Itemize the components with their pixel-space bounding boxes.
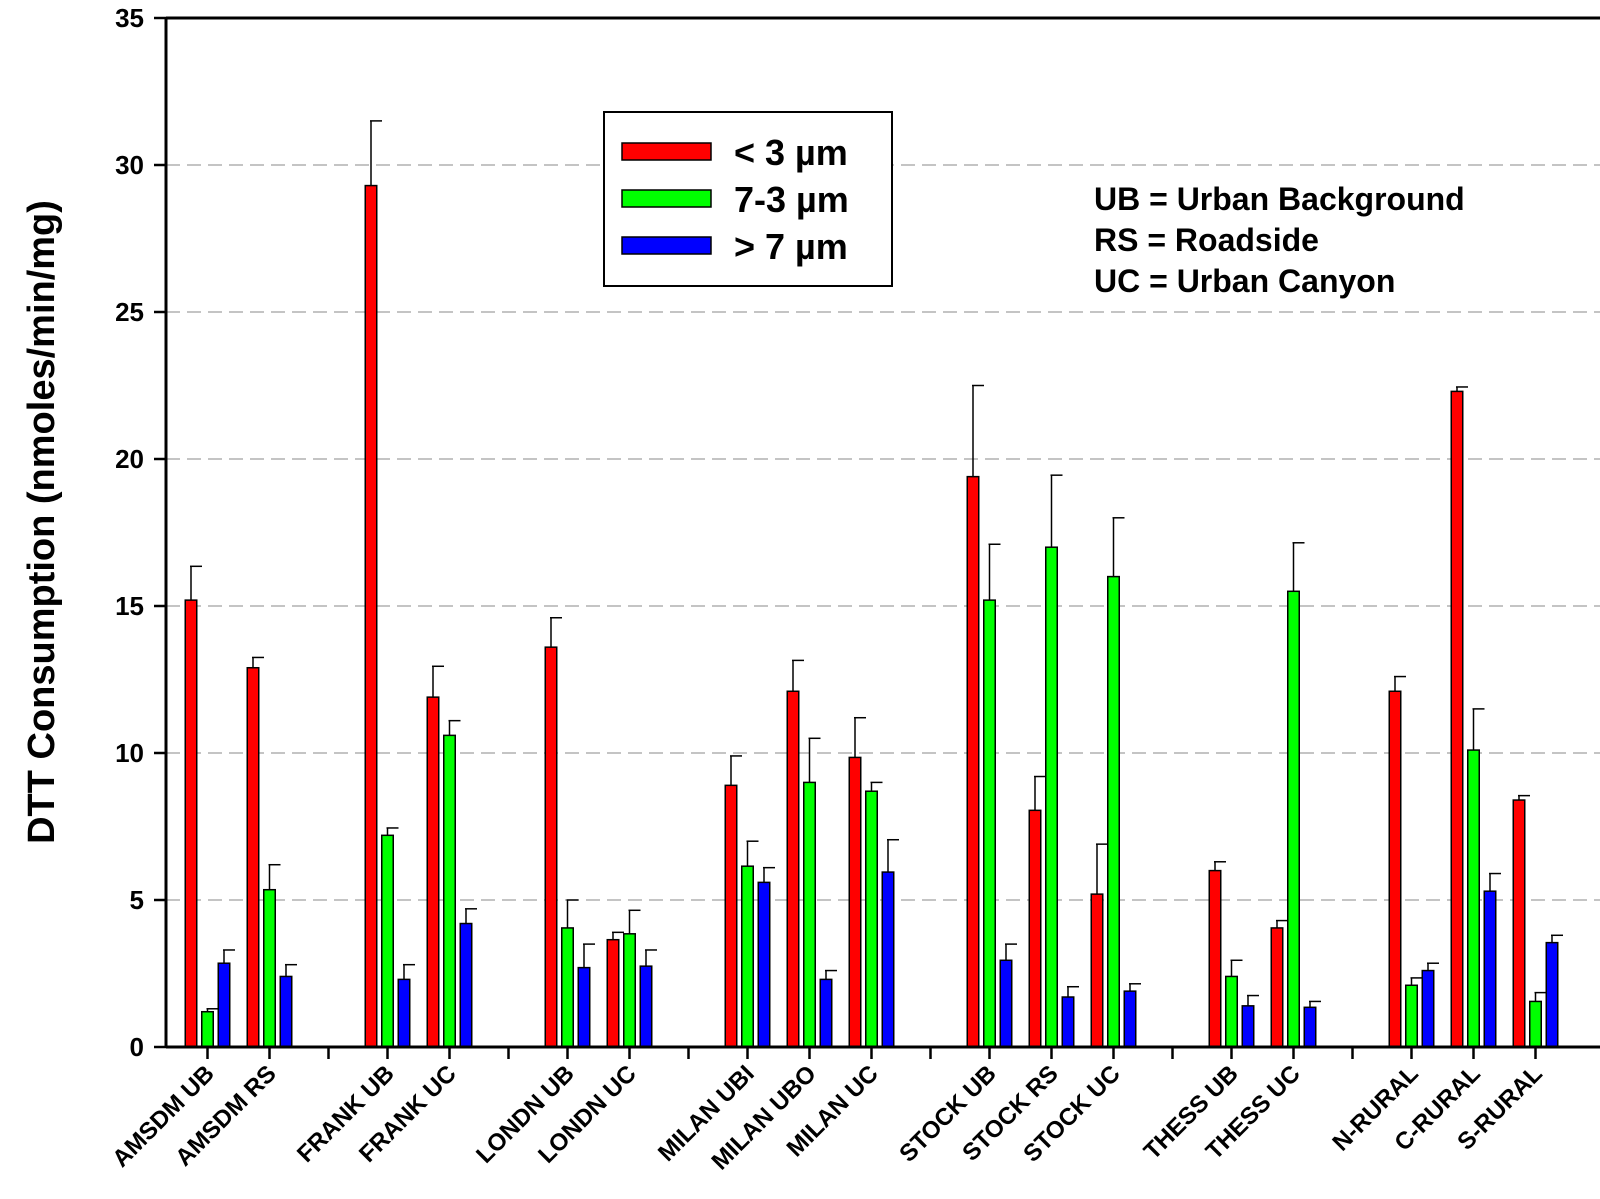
- legend-swatch-gt7: [621, 236, 712, 255]
- bar: [741, 865, 754, 1048]
- bar: [819, 978, 833, 1048]
- bar: [1123, 990, 1137, 1048]
- y-tick-label: 35: [115, 3, 144, 33]
- bar: [983, 599, 996, 1048]
- bar: [1045, 546, 1058, 1048]
- axes: [154, 16, 1600, 1059]
- bar: [1450, 390, 1464, 1048]
- bar: [803, 781, 816, 1048]
- y-axis-label: DTT Consumption (nmoles/min/mg): [21, 200, 63, 844]
- bar: [999, 959, 1013, 1048]
- bar: [1208, 869, 1222, 1048]
- bar: [1512, 799, 1526, 1048]
- bar: [1287, 590, 1300, 1048]
- legend-swatch-lt3: [621, 142, 712, 161]
- bar: [397, 978, 411, 1048]
- note-rs: RS = Roadside: [1094, 222, 1319, 258]
- note-ub: UB = Urban Background: [1094, 181, 1465, 217]
- y-tick-label: 0: [130, 1032, 144, 1062]
- legend-label-7-3: 7-3 µm: [734, 179, 849, 220]
- bar: [561, 927, 574, 1048]
- legend-label-gt7: > 7 µm: [734, 226, 848, 267]
- bar: [881, 871, 895, 1048]
- bar: [865, 790, 878, 1048]
- bar: [639, 965, 653, 1048]
- bar: [1529, 1000, 1542, 1048]
- bar: [263, 888, 276, 1048]
- legend: < 3 µm 7-3 µm > 7 µm: [603, 111, 893, 287]
- bar: [606, 938, 620, 1048]
- legend-label-lt3: < 3 µm: [734, 132, 848, 173]
- bar: [1270, 927, 1284, 1048]
- bar: [381, 834, 394, 1048]
- bar: [184, 599, 198, 1048]
- bar: [966, 475, 980, 1048]
- bar: [623, 933, 636, 1048]
- bar: [724, 784, 738, 1048]
- bar: [1090, 893, 1104, 1048]
- bar: [279, 975, 293, 1048]
- bar: [217, 962, 231, 1048]
- legend-swatch-7-3: [621, 189, 712, 208]
- bar: [1421, 969, 1435, 1048]
- note-uc: UC = Urban Canyon: [1094, 263, 1395, 299]
- bar: [577, 966, 591, 1048]
- bar: [1467, 749, 1480, 1048]
- bar: [1107, 575, 1120, 1048]
- bar: [364, 184, 378, 1048]
- abbreviation-notes: UB = Urban Background RS = Roadside UC =…: [1094, 181, 1465, 299]
- bar: [1388, 690, 1402, 1048]
- bar: [757, 881, 771, 1048]
- bar: [848, 756, 862, 1048]
- bar: [201, 1010, 214, 1048]
- y-tick-label: 15: [115, 591, 144, 621]
- bar: [459, 922, 473, 1048]
- bar: [443, 734, 456, 1048]
- bar: [246, 666, 260, 1048]
- bar: [544, 646, 558, 1048]
- y-tick-label: 30: [115, 150, 144, 180]
- bars: [184, 120, 1563, 1048]
- bar: [426, 696, 440, 1048]
- bar: [786, 690, 800, 1048]
- y-tick-labels: 0 5 10 15 20 25 30 35: [115, 3, 144, 1062]
- bar: [1061, 996, 1075, 1048]
- bar: [1303, 1006, 1317, 1048]
- bar: [1545, 941, 1559, 1048]
- bar: [1405, 984, 1418, 1048]
- bar: [1225, 975, 1238, 1048]
- y-tick-label: 5: [130, 885, 144, 915]
- y-tick-label: 10: [115, 738, 144, 768]
- bar: [1028, 809, 1042, 1048]
- bar: [1241, 1005, 1255, 1048]
- y-tick-label: 20: [115, 444, 144, 474]
- y-tick-label: 25: [115, 297, 144, 327]
- bar: [1483, 890, 1497, 1048]
